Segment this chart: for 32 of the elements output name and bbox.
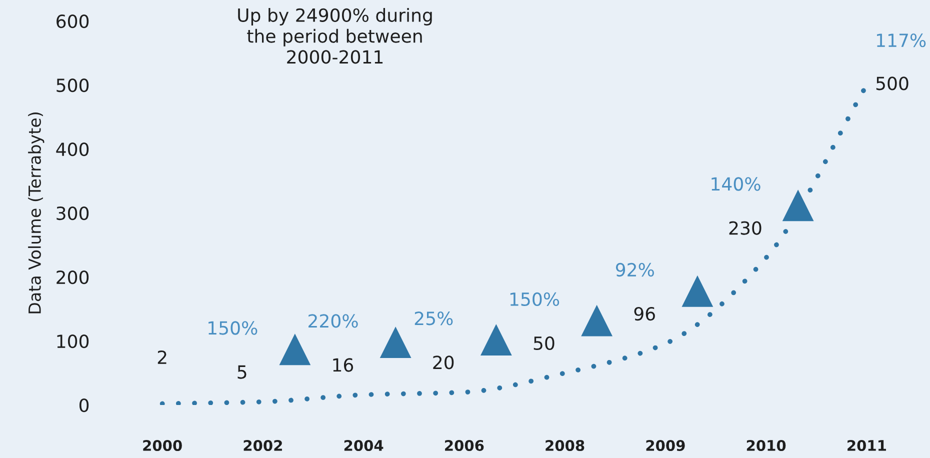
data-label: 2 <box>158 350 166 364</box>
annotation: 140% <box>712 177 760 191</box>
x-tick-label: 2000 <box>143 440 182 452</box>
y-tick-label: 600 <box>56 14 89 28</box>
annotation: 150% <box>510 292 560 306</box>
x-tick-label: 2011 <box>848 440 886 452</box>
x-tick-label: 2008 <box>546 440 584 452</box>
annotation: 150% <box>208 321 258 335</box>
data-label: 50 <box>534 336 554 350</box>
y-axis-title: Data Volume (Terrabyte) <box>28 112 44 314</box>
x-tick-label: 2006 <box>445 440 484 452</box>
data-label: 500 <box>876 76 908 90</box>
data-label: 5 <box>238 365 246 379</box>
x-tick-label: 2004 <box>344 440 384 452</box>
annotation: Up by 24900% during the period between 2000-2011 <box>238 8 432 64</box>
data-label: 20 <box>433 356 454 370</box>
x-tick-label: 2002 <box>244 440 282 452</box>
annotation: 117% <box>877 34 926 48</box>
data-label: 96 <box>634 306 655 321</box>
x-tick-label: 2010 <box>746 440 786 452</box>
data-label: 230 <box>729 221 762 235</box>
y-tick-label: 0 <box>79 398 89 412</box>
y-tick-label: 400 <box>56 142 89 156</box>
y-tick-label: 500 <box>56 78 89 92</box>
y-tick-label: 100 <box>57 334 89 348</box>
annotation: 92% <box>616 262 654 277</box>
y-tick-label: 200 <box>56 270 89 284</box>
data-label: 16 <box>333 358 354 372</box>
annotation: 220% <box>308 314 358 328</box>
x-tick-label: 2009 <box>646 440 685 452</box>
y-tick-label: 300 <box>56 206 89 220</box>
annotation: 25% <box>414 312 453 326</box>
